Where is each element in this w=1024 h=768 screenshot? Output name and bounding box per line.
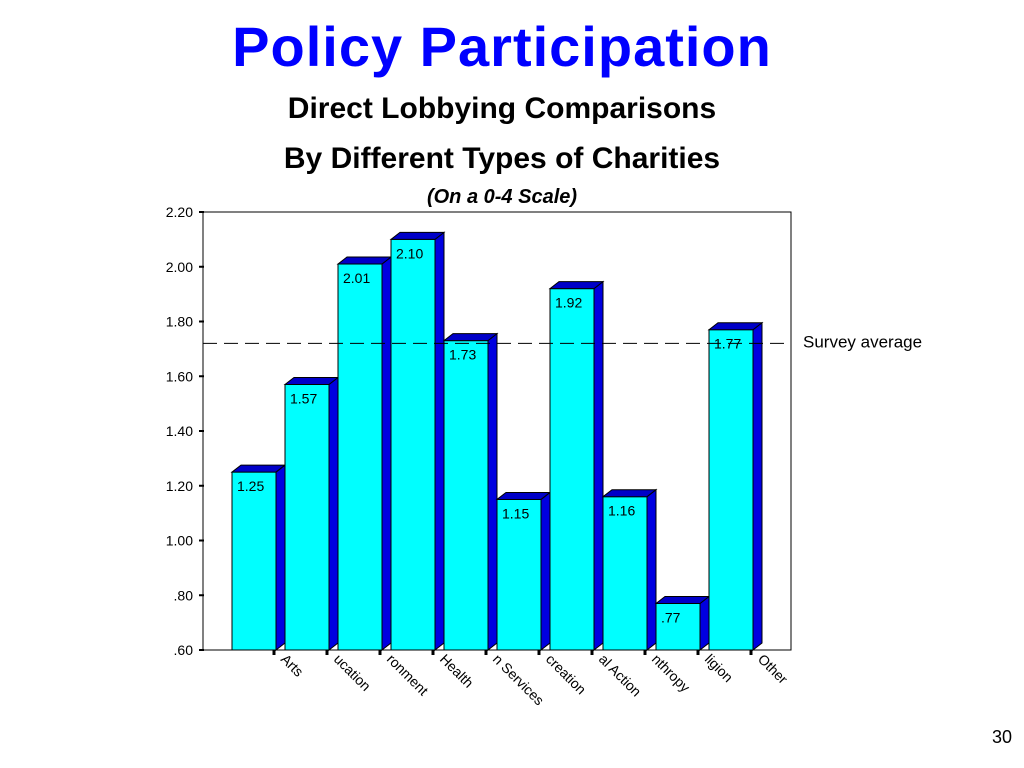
bar-top [442,333,499,342]
bar-side [593,280,604,652]
x-category-label: ligion [702,651,736,685]
data-label: 2.10 [396,245,423,261]
bar-face [496,498,542,651]
data-label: 1.92 [555,295,582,311]
bar-side [646,488,657,652]
bar-face [337,263,383,651]
bar-top [495,491,552,500]
data-label: 1.57 [290,390,317,406]
slide-title: Policy Participation [232,15,772,78]
bar-top [283,376,340,385]
bar-side [328,376,339,652]
x-category-label: n Services [490,651,548,709]
y-tick-label: 1.60 [166,368,193,384]
bar-face [549,288,595,651]
bar [707,321,764,652]
bar-face [655,602,701,651]
y-tick-label: .80 [174,587,194,603]
bar-face [602,496,648,651]
data-label: 1.73 [449,347,476,363]
y-tick-label: 1.40 [166,423,193,439]
bar [548,280,605,652]
bar-face [443,340,489,651]
data-label: 2.01 [343,270,370,286]
x-category-label: Arts [278,651,307,680]
bar-side [540,491,551,652]
bar-side [275,464,286,652]
bar-top [707,322,764,331]
x-category-label: al Action [596,651,645,700]
bar [601,488,658,652]
x-category-label: Health [437,651,477,691]
x-category-label: ucation [331,651,374,694]
bar-side [434,231,445,652]
y-tick-label: 2.20 [166,204,193,220]
chart-scale-note: (On a 0-4 Scale) [426,186,578,208]
slide-number: 30 [991,727,1012,747]
bar-side [487,332,498,652]
bar-face [390,238,436,651]
bar-top [548,281,605,290]
y-tick-label: 1.00 [166,533,193,549]
bar [336,255,393,652]
x-category-label: Other [755,651,791,687]
bar-top [654,595,711,604]
bar-face [284,383,330,651]
data-label: 1.77 [714,336,741,352]
y-tick-label: 1.20 [166,478,193,494]
x-category-label: nthropy [649,651,693,695]
bar-side [381,255,392,652]
data-label: 1.15 [502,505,529,521]
chart-subtitle-line1: Direct Lobbying Comparisons [287,92,717,125]
bar-side [752,321,763,652]
bar [230,464,287,652]
data-label: .77 [661,609,681,625]
data-label: 1.25 [237,478,264,494]
bar [654,595,711,652]
bar [495,491,552,652]
bar [283,376,340,652]
bar-face [231,471,277,651]
bar [389,231,446,652]
data-label: 1.16 [608,503,635,519]
bar-top [601,489,658,498]
bar-side [699,595,710,652]
y-tick-label: 1.80 [166,314,193,330]
y-tick-label: 2.00 [166,259,193,275]
y-tick-label: .60 [174,642,194,658]
x-category-label: creation [543,651,590,698]
chart-subtitle-line2: By Different Types of Charities [283,142,721,175]
bar-face [708,329,754,651]
survey-average-label: Survey average [803,332,922,351]
bar-top [389,231,446,240]
bar [442,332,499,652]
x-category-label: ronment [384,651,432,699]
bar-top [336,256,393,265]
bar-top [230,464,287,473]
